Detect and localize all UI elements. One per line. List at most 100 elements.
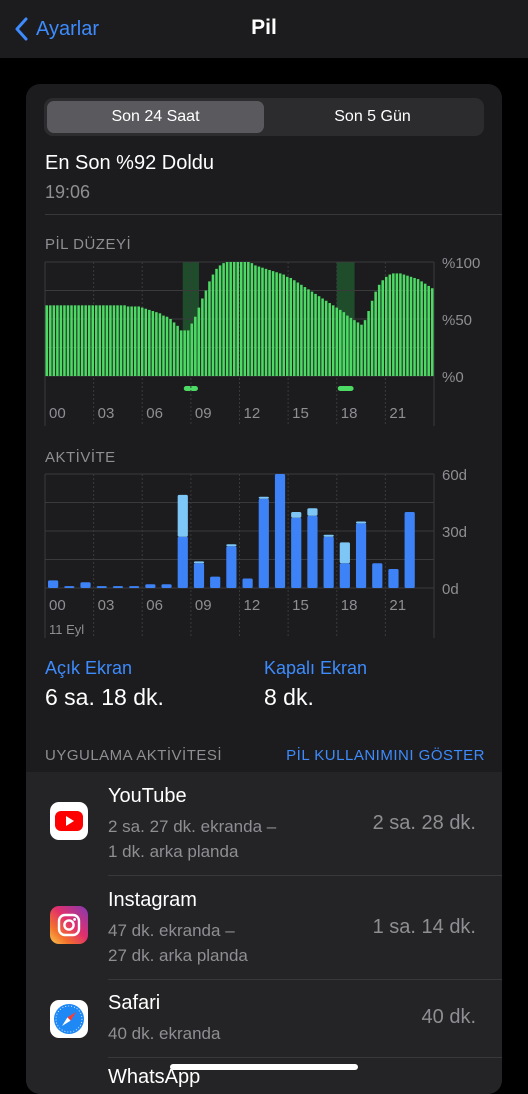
battery-bar [162,315,165,376]
segment-last-5-days[interactable]: Son 5 Gün [334,108,411,125]
battery-bar [45,305,49,376]
battery-bar [346,315,349,376]
battery-bar [384,276,388,376]
battery-bar [321,298,324,376]
battery-bar [342,312,346,376]
battery-bar [190,323,194,376]
battery-bar [247,262,250,376]
divider [108,875,502,876]
app-name: YouTube [108,785,187,807]
app-name: Instagram [108,889,197,911]
battery-bar [133,306,137,376]
battery-bar [268,269,271,376]
battery-bar [204,290,208,376]
battery-bar [73,305,77,376]
battery-bar [293,280,296,376]
segment-last-24-hours[interactable]: Son 24 Saat [47,101,264,133]
app-total: 40 dk. [421,1006,476,1028]
battery-bar [105,305,109,376]
battery-bar [370,300,374,376]
app-row-instagram[interactable]: Instagram 47 dk. ekranda – 27 dk. arka p… [26,876,502,980]
x-tick-label: 00 [49,405,66,422]
screen-off-bar [193,561,205,564]
battery-bar [275,272,278,376]
battery-bar [363,320,367,376]
screen-off-bar [323,534,334,537]
screen-off-bar [339,542,350,564]
app-row-youtube[interactable]: YouTube 2 sa. 27 dk. ekranda – 1 dk. ark… [26,772,502,876]
x-tick-label: 18 [341,405,358,422]
nav-bar: Ayarlar Pil [0,0,528,58]
battery-bar [179,330,183,376]
screen-on-bar [258,498,269,588]
battery-bar [250,263,254,376]
battery-bar [388,274,392,376]
screen-on-bar [145,584,156,588]
y-tick-label: 60d [442,467,467,484]
screen-on-bar [112,586,124,588]
battery-bar [66,305,70,376]
screen-on-label: Açık Ekran [45,658,133,678]
charging-indicator [337,386,354,391]
screen-on-bar [355,523,367,588]
battery-bar [218,265,222,376]
battery-bar [353,320,356,376]
page-title: Pil [251,16,277,39]
battery-bar [102,305,105,376]
battery-bar [151,311,155,376]
battery-bar [243,262,247,376]
screen-on-bar [339,563,350,588]
battery-bar [130,306,133,376]
battery-bar [257,266,261,376]
x-tick-label: 12 [244,405,261,422]
app-row-safari[interactable]: Safari 40 dk. ekranda 40 dk. [26,980,502,1058]
screen-on-bar [161,584,172,588]
screen-off-bar [258,496,269,499]
y-tick-label: %0 [442,369,464,386]
app-detail-line: 47 dk. ekranda – [108,921,235,940]
battery-bar [119,305,123,376]
app-name: Safari [108,992,161,1014]
battery-bar [264,268,268,376]
battery-bar [349,317,353,376]
battery-bar [211,274,215,376]
chevron-left-icon [15,17,28,41]
y-tick-label: %100 [442,255,480,272]
app-total: 2 sa. 28 dk. [372,812,476,834]
battery-bar [63,305,66,376]
x-tick-label: 18 [341,597,358,614]
x-tick-label: 06 [146,405,163,422]
home-indicator [170,1064,358,1070]
battery-bar [423,283,427,376]
x-tick-label: 03 [98,405,115,422]
battery-bar [367,311,370,376]
screen-on-bar [80,582,91,588]
battery-bar [215,268,218,376]
battery-bar [420,281,423,376]
divider [108,979,502,980]
show-battery-usage-link[interactable]: PİL KULLANIMINI GÖSTER [286,746,485,764]
divider [45,214,502,215]
back-button[interactable]: Ayarlar [14,14,99,44]
screen-on-bar [48,580,59,588]
battery-bar [406,275,409,376]
x-tick-label: 12 [244,597,261,614]
battery-bar [289,277,293,376]
screen-on-bar [291,517,302,588]
x-tick-label: 09 [195,597,212,614]
battery-bar [109,305,112,376]
battery-bar [409,276,413,376]
battery-bar [52,305,56,376]
divider [108,1057,502,1058]
screen-on-bar [274,474,286,588]
battery-bar [87,305,91,376]
youtube-icon [50,802,88,840]
last-charge-time: 19:06 [45,182,91,202]
battery-bar [158,313,162,376]
screen-on-value: 6 sa. 18 dk. [45,684,164,710]
battery-card: Son 24 Saat Son 5 Gün En Son %92 Doldu 1… [26,84,502,1094]
screen-on-bar [242,578,253,588]
battery-bar [70,305,73,376]
battery-bar [197,307,201,376]
battery-bar [137,306,140,376]
